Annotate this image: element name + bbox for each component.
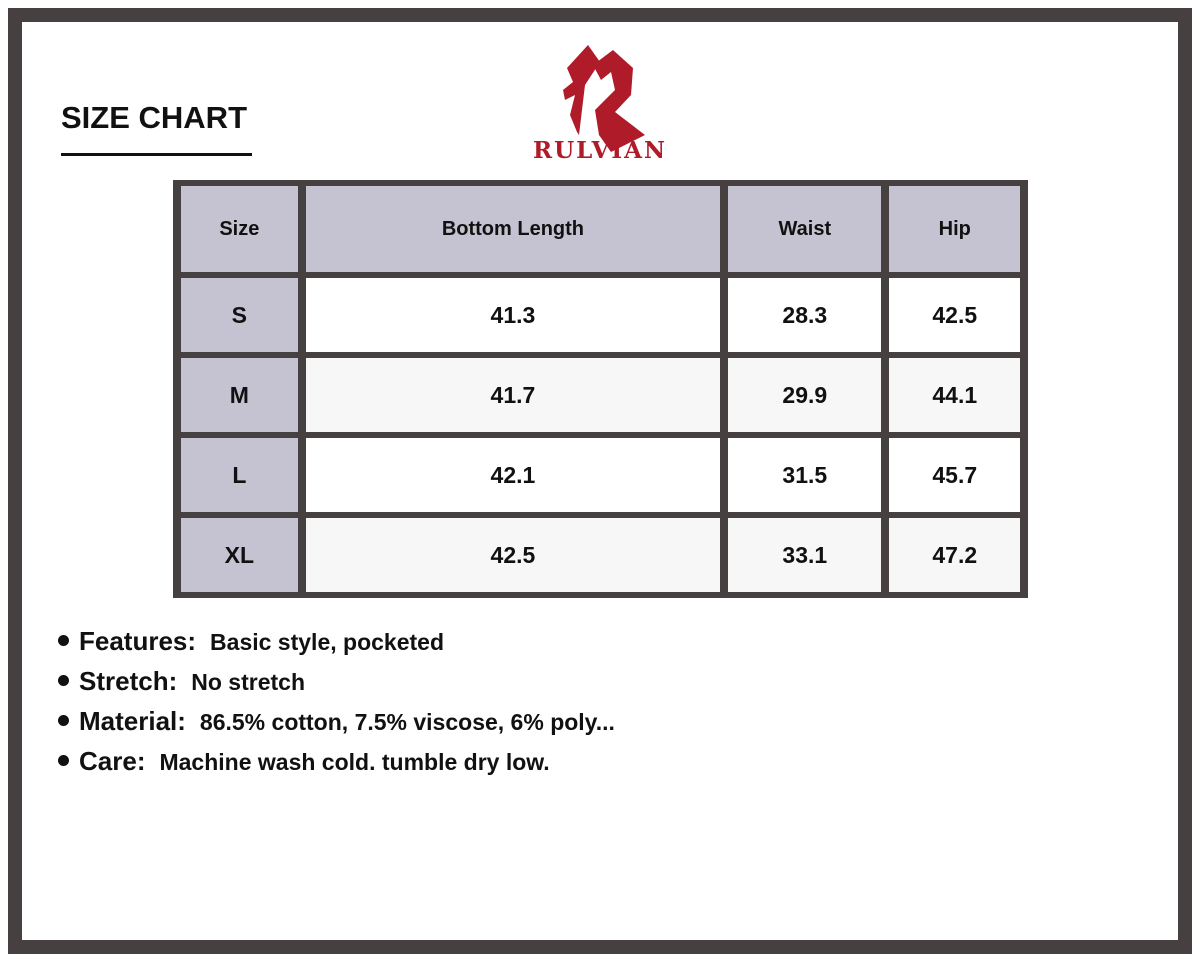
hip-cell: 44.1 [889,358,1020,432]
bottom-length-cell: 41.7 [305,358,721,432]
brand-name: RULVIAN [532,137,668,164]
bullet-icon [58,635,69,646]
hip-cell: 45.7 [889,438,1020,512]
note-material: Material: 86.5% cotton, 7.5% viscose, 6%… [58,706,615,746]
table-header-row: Size Bottom Length Waist Hip [181,186,1020,272]
table-row: L 42.1 31.5 45.7 [181,438,1020,512]
bullet-icon [58,675,69,686]
note-label: Features: [79,626,197,656]
table-row: XL 42.5 33.1 47.2 [181,518,1020,592]
size-chart-table: Size Bottom Length Waist Hip S 41.3 28.3… [173,180,1028,598]
bottom-length-cell: 41.3 [305,278,721,352]
column-header-size: Size [181,186,298,272]
hip-cell: 47.2 [889,518,1020,592]
table-row: S 41.3 28.3 42.5 [181,278,1020,352]
note-label: Material: [79,706,186,736]
column-header-waist: Waist [728,186,882,272]
note-value: No stretch [191,669,305,695]
bullet-icon [58,755,69,766]
title-underline [61,153,252,156]
note-value: 86.5% cotton, 7.5% viscose, 6% poly... [199,709,615,735]
hip-cell: 42.5 [889,278,1020,352]
note-care: Care: Machine wash cold. tumble dry low. [58,746,615,786]
note-label: Care: [79,746,146,776]
waist-cell: 33.1 [728,518,882,592]
page-title: SIZE CHART [61,100,247,135]
note-value: Machine wash cold. tumble dry low. [159,749,550,775]
bottom-length-cell: 42.1 [305,438,721,512]
note-features: Features: Basic style, pocketed [58,626,615,666]
note-value: Basic style, pocketed [210,629,444,655]
size-cell: XL [181,518,298,592]
size-cell: M [181,358,298,432]
column-header-hip: Hip [889,186,1020,272]
product-notes: Features: Basic style, pocketed Stretch:… [58,626,615,786]
note-stretch: Stretch: No stretch [58,666,615,706]
rulvian-r-logo-icon [563,45,645,152]
size-cell: S [181,278,298,352]
table-row: M 41.7 29.9 44.1 [181,358,1020,432]
waist-cell: 31.5 [728,438,882,512]
size-cell: L [181,438,298,512]
waist-cell: 29.9 [728,358,882,432]
column-header-bottom-length: Bottom Length [305,186,721,272]
waist-cell: 28.3 [728,278,882,352]
bottom-length-cell: 42.5 [305,518,721,592]
bullet-icon [58,715,69,726]
note-label: Stretch: [79,666,178,696]
